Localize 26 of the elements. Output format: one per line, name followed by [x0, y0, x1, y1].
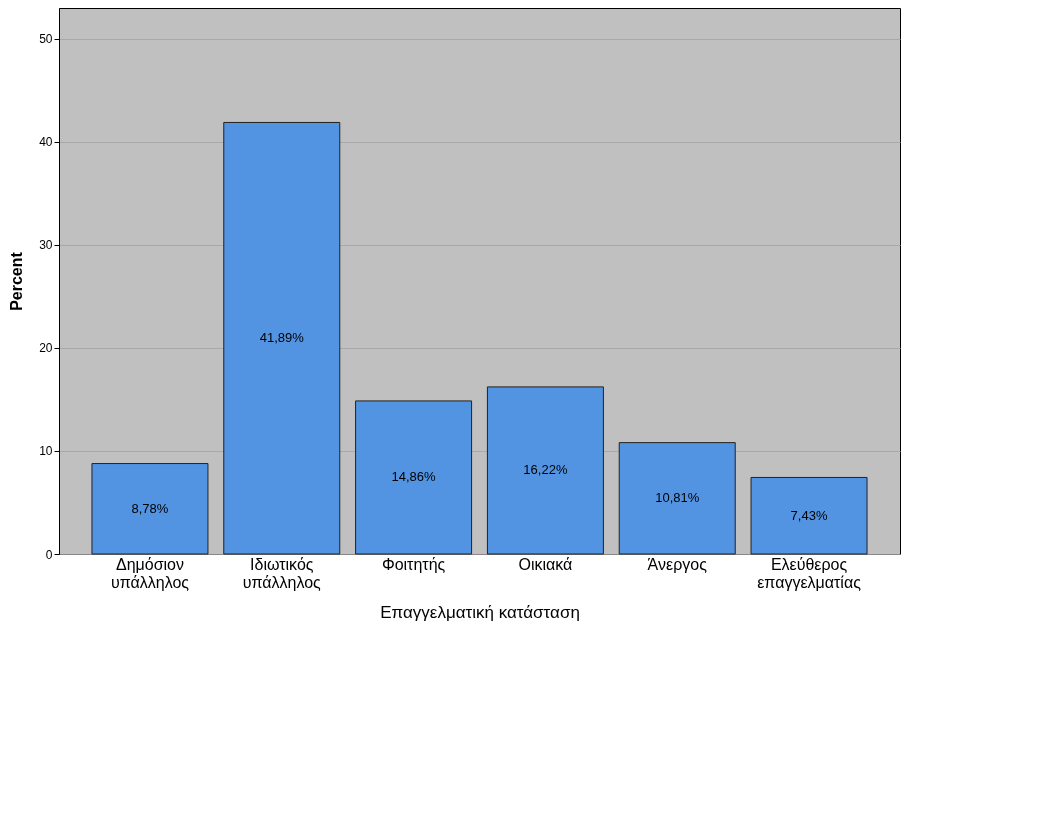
bar [750, 476, 868, 555]
x-tick-label: Ιδιωτικός υπάλληλος [242, 555, 322, 591]
y-axis-title: Percent [8, 251, 26, 311]
x-tick-label: Δημόσιον υπάλληλος [110, 555, 190, 591]
bar [355, 400, 473, 555]
y-tick-label: 0 [45, 547, 53, 562]
x-tick-label: Ελεύθερος επαγγελματίας [757, 555, 862, 591]
data-label: 41,89% [259, 330, 305, 346]
y-tick-label: 10 [39, 444, 53, 459]
x-tick-label: Οικιακά [518, 555, 573, 573]
x-tick-label: Άνεργος [647, 555, 708, 573]
x-tick-label: Φοιτητής [381, 555, 446, 573]
data-label: 7,43% [790, 507, 828, 523]
y-tick-label: 20 [39, 341, 53, 356]
data-label: 10,81% [655, 490, 700, 506]
bar [91, 463, 209, 555]
y-tick-label: 50 [39, 32, 53, 47]
data-label: 8,78% [131, 500, 169, 516]
bar [618, 442, 736, 555]
bar [223, 121, 341, 555]
data-label: 16,22% [523, 462, 568, 478]
x-axis-title: Επαγγελματική κατάσταση [380, 602, 580, 622]
y-tick-label: 30 [39, 238, 53, 253]
y-tick-label: 40 [39, 135, 53, 150]
bar [486, 386, 604, 555]
data-label: 14,86% [391, 469, 437, 485]
